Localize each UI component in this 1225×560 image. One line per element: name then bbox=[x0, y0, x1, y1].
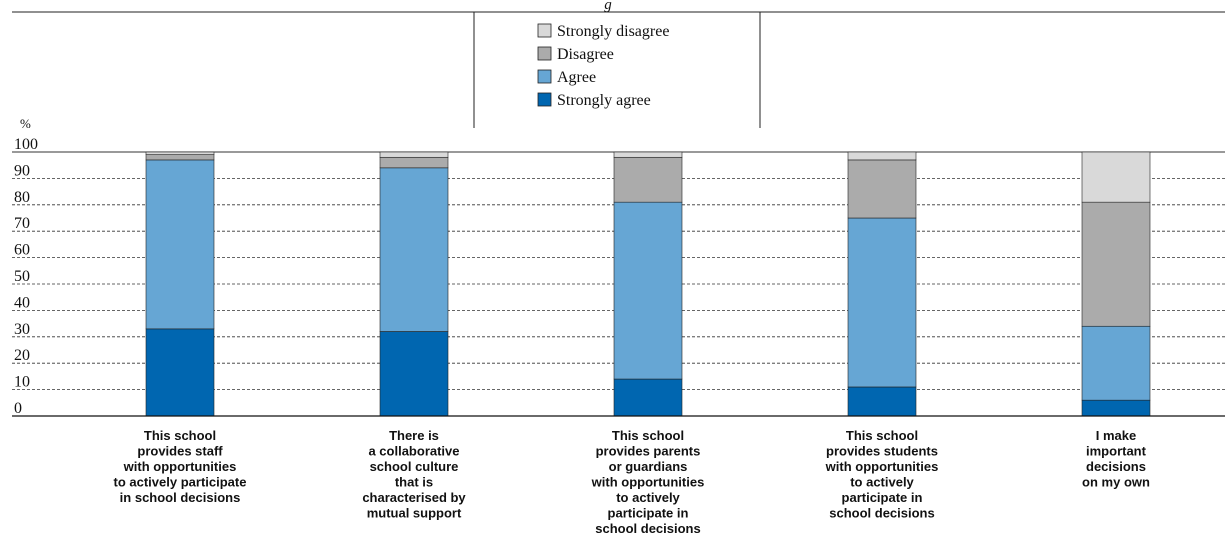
y-tick-label: 40 bbox=[14, 294, 30, 311]
category-label: There is a collaborative school culture tha… bbox=[362, 428, 466, 521]
category-label: This school provides staff with opportunit… bbox=[114, 428, 247, 505]
bar-segment-strongly-disagree bbox=[1082, 152, 1150, 202]
legend-label: Disagree bbox=[557, 46, 614, 63]
bar-segment-disagree bbox=[146, 155, 214, 160]
legend-swatch bbox=[538, 70, 551, 83]
bar-segment-disagree bbox=[380, 157, 448, 168]
bar-segment-agree bbox=[380, 168, 448, 332]
bar-segment-agree bbox=[1082, 326, 1150, 400]
y-tick-label: 60 bbox=[14, 242, 30, 259]
y-tick-label: 90 bbox=[14, 162, 30, 179]
bar-segment-strongly-agree bbox=[614, 379, 682, 416]
category-label: This school provides parents or guardians w… bbox=[591, 428, 705, 536]
header-fragment: g bbox=[604, 0, 612, 13]
category-label: I make important decisions on my own bbox=[1082, 428, 1150, 490]
y-tick-label: 0 bbox=[14, 400, 22, 417]
bar-segment-strongly-agree bbox=[848, 387, 916, 416]
y-tick-label: 20 bbox=[14, 347, 30, 364]
y-tick-label: 50 bbox=[14, 268, 30, 285]
y-tick-label: 30 bbox=[14, 321, 30, 338]
bar-segment-disagree bbox=[1082, 202, 1150, 326]
bar-segment-agree bbox=[614, 202, 682, 379]
bar-segment-disagree bbox=[848, 160, 916, 218]
category-labels: This school provides staff with opportunit… bbox=[114, 428, 1150, 536]
legend-swatch bbox=[538, 24, 551, 37]
y-tick-label: 80 bbox=[14, 189, 30, 206]
y-tick-label: 10 bbox=[14, 374, 30, 391]
bar-segment-strongly-disagree bbox=[614, 152, 682, 157]
y-tick-label: 70 bbox=[14, 215, 30, 232]
bar-segment-agree bbox=[848, 218, 916, 387]
category-label: This school provides students with opportu… bbox=[825, 428, 939, 521]
y-axis-unit-label: % bbox=[20, 116, 31, 131]
legend-label: Strongly disagree bbox=[557, 23, 669, 40]
bar-segment-strongly-disagree bbox=[380, 152, 448, 157]
bar-segment-agree bbox=[146, 160, 214, 329]
y-tick-label: 100 bbox=[14, 136, 38, 153]
bar-segment-disagree bbox=[614, 157, 682, 202]
legend-label: Agree bbox=[557, 69, 596, 86]
bar-segment-strongly-agree bbox=[1082, 400, 1150, 416]
bar-segment-strongly-agree bbox=[380, 332, 448, 416]
legend-swatch bbox=[538, 47, 551, 60]
legend: Strongly disagree Disagree Agree Strongly a… bbox=[538, 23, 669, 109]
legend-swatch bbox=[538, 93, 551, 106]
legend-label: Strongly agree bbox=[557, 92, 651, 109]
bar-segment-strongly-agree bbox=[146, 329, 214, 416]
bar-segment-strongly-disagree bbox=[146, 152, 214, 155]
bar-segment-strongly-disagree bbox=[848, 152, 916, 160]
